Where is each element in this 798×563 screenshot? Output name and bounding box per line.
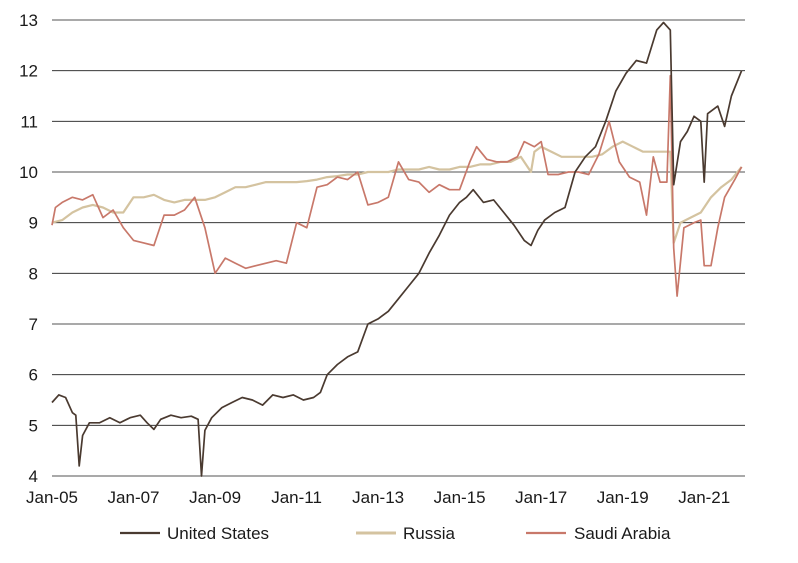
gridlines [52, 19, 745, 477]
y-tick-label: 4 [29, 467, 38, 486]
y-tick-label: 5 [29, 416, 38, 435]
y-tick-label: 6 [29, 366, 38, 385]
y-tick-label: 9 [29, 214, 38, 233]
y-tick-label: 11 [20, 112, 38, 131]
x-tick-label: Jan-13 [352, 488, 404, 507]
x-tick-label: Jan-17 [515, 488, 567, 507]
y-tick-label: 8 [29, 264, 38, 283]
x-tick-label: Jan-09 [189, 488, 241, 507]
x-tick-label: Jan-19 [597, 488, 649, 507]
series-line-united-states [51, 21, 743, 477]
y-tick-label: 13 [19, 11, 38, 30]
x-tick-label: Jan-15 [434, 488, 486, 507]
legend-label-united-states: United States [167, 524, 269, 543]
y-tick-label: 7 [29, 315, 38, 334]
x-tick-label: Jan-21 [678, 488, 730, 507]
series-lines [51, 21, 743, 477]
y-axis-ticks: 4 5 6 7 8 9 10 11 12 13 [19, 11, 38, 486]
y-tick-label: 10 [19, 163, 38, 182]
legend: United States Russia Saudi Arabia [120, 524, 671, 543]
x-tick-label: Jan-07 [108, 488, 160, 507]
series-line-saudi-arabia [51, 74, 743, 297]
x-tick-label: Jan-11 [271, 488, 322, 507]
legend-label-russia: Russia [403, 524, 456, 543]
y-tick-label: 12 [19, 62, 38, 81]
series-line-russia [51, 140, 743, 244]
x-axis-ticks: Jan-05 Jan-07 Jan-09 Jan-11 Jan-13 Jan-15 Jan-… [26, 488, 730, 507]
legend-label-saudi-arabia: Saudi Arabia [574, 524, 671, 543]
x-tick-label: Jan-05 [26, 488, 78, 507]
